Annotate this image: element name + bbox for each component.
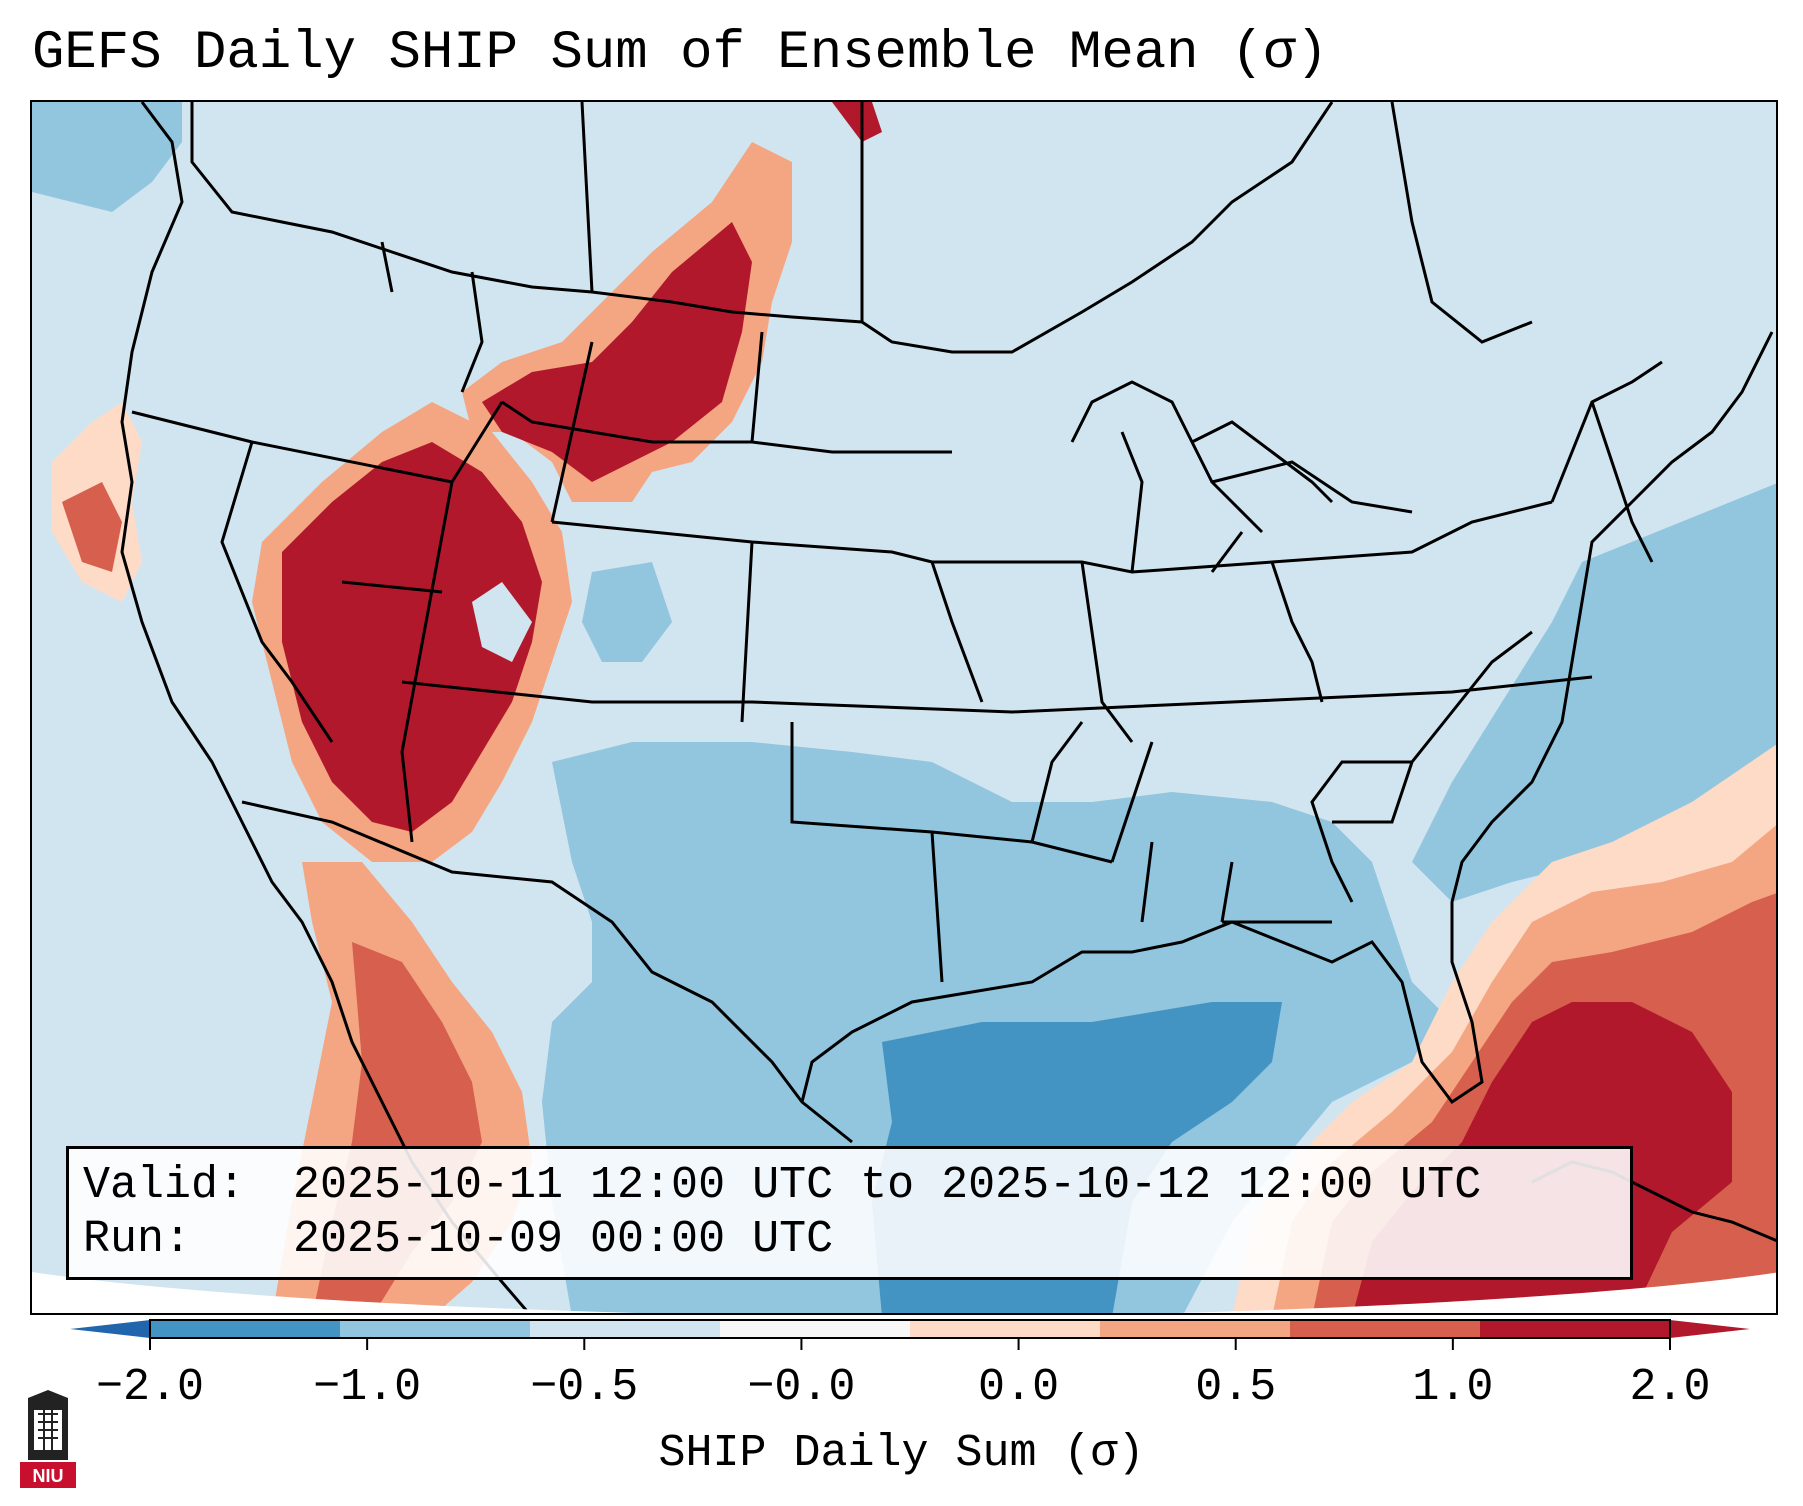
coastline-pacific bbox=[120, 102, 531, 1313]
border-canada bbox=[190, 102, 1334, 354]
anomaly-core-great-basin bbox=[282, 442, 542, 832]
anomaly-region-pacific-nw bbox=[32, 102, 182, 212]
valid-line: Valid: 2025-10-11 12:00 UTC to 2025-10-1… bbox=[83, 1159, 1630, 1213]
valid-run-info-box: Valid: 2025-10-11 12:00 UTC to 2025-10-1… bbox=[66, 1146, 1633, 1280]
anomaly-core-north-dakota bbox=[832, 102, 882, 142]
run-value: 2025-10-09 00:00 UTC bbox=[293, 1214, 834, 1265]
colorbar bbox=[70, 1319, 1750, 1350]
projection-corner-right bbox=[1177, 1272, 1776, 1313]
colorbar-tick-label: −0.5 bbox=[530, 1362, 639, 1413]
colorbar-tick-label: 0.5 bbox=[1195, 1362, 1277, 1413]
state-lines-east bbox=[1120, 360, 1663, 924]
anomaly-map bbox=[32, 102, 1776, 1313]
coastline-gulf-atlantic bbox=[241, 331, 1774, 1144]
colorbar-tick-label: −2.0 bbox=[95, 1362, 205, 1413]
colorbar-segment bbox=[150, 1320, 341, 1338]
colorbar-segment bbox=[340, 1320, 531, 1338]
colorbar-label: SHIP Daily Sum (σ) bbox=[658, 1428, 1145, 1479]
colorbar-segment bbox=[1100, 1320, 1291, 1338]
anomaly-gap-utah bbox=[472, 582, 532, 662]
map-panel bbox=[30, 100, 1778, 1315]
state-lines-west-central bbox=[131, 241, 1593, 983]
logo-band bbox=[20, 1462, 76, 1488]
colorbar-tick-label: 1.0 bbox=[1412, 1362, 1494, 1413]
logo-text: NIU bbox=[33, 1466, 64, 1486]
anomaly-region-colorado bbox=[582, 562, 672, 662]
valid-value: 2025-10-11 12:00 UTC to 2025-10-12 12:00… bbox=[293, 1160, 1482, 1211]
projection-corner-left bbox=[32, 1272, 637, 1313]
run-line: Run: 2025-10-09 00:00 UTC bbox=[83, 1213, 1630, 1267]
colorbar-segments bbox=[150, 1320, 1671, 1338]
colorbar-tick-label: 0.0 bbox=[978, 1362, 1060, 1413]
great-lakes bbox=[1070, 380, 1413, 534]
valid-label: Valid: bbox=[83, 1160, 246, 1211]
colorbar-segment bbox=[530, 1320, 721, 1338]
provinces bbox=[580, 102, 1533, 344]
colorbar-tick-label: −0.0 bbox=[747, 1362, 856, 1413]
anomaly-core-northern-plains bbox=[482, 222, 752, 482]
map-title: GEFS Daily SHIP Sum of Ensemble Mean (σ) bbox=[32, 23, 1329, 84]
colorbar-segment bbox=[1480, 1320, 1671, 1338]
anomaly-red-california bbox=[62, 482, 122, 572]
colorbar-segment bbox=[910, 1320, 1101, 1338]
logo-window-grid bbox=[38, 1410, 58, 1450]
colorbar-tick-marks bbox=[149, 1338, 1671, 1350]
run-label: Run: bbox=[83, 1214, 192, 1265]
colorbar-segment bbox=[720, 1320, 911, 1338]
colorbar-tick-label: −1.0 bbox=[313, 1362, 422, 1413]
niu-tower-logo-icon: NIU bbox=[20, 1390, 76, 1488]
colorbar-segment bbox=[1290, 1320, 1481, 1338]
boundaries bbox=[120, 102, 1776, 1313]
colorbar-tick-label: 2.0 bbox=[1629, 1362, 1711, 1413]
colorbar-extend-low bbox=[70, 1320, 150, 1338]
colorbar-outline bbox=[149, 1319, 1671, 1339]
anomaly-region-atlantic bbox=[1412, 483, 1776, 902]
colorbar-extend-high bbox=[1670, 1320, 1750, 1338]
